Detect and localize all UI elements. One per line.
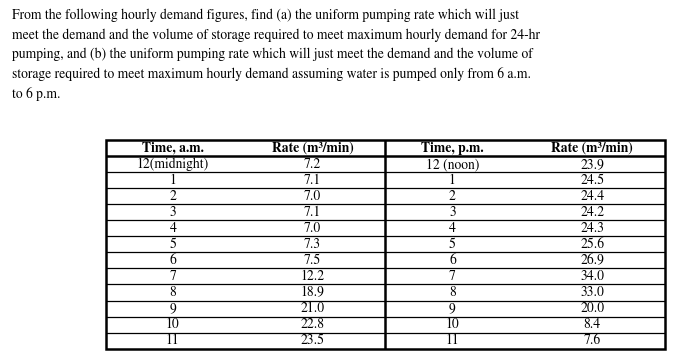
Text: 33.0: 33.0 bbox=[580, 286, 604, 299]
Text: Time, p.m.: Time, p.m. bbox=[421, 142, 484, 155]
Text: 11: 11 bbox=[166, 334, 179, 347]
Text: 11: 11 bbox=[445, 334, 459, 347]
Text: 7.1: 7.1 bbox=[304, 174, 321, 187]
Text: 4: 4 bbox=[449, 222, 456, 235]
Text: 23.9: 23.9 bbox=[580, 158, 604, 171]
Text: 7.2: 7.2 bbox=[304, 158, 321, 171]
Text: 24.2: 24.2 bbox=[580, 206, 604, 219]
Text: 34.0: 34.0 bbox=[580, 270, 604, 283]
Text: 22.8: 22.8 bbox=[301, 318, 325, 331]
Text: From the following hourly demand figures, find (a) the uniform pumping rate whic: From the following hourly demand figures… bbox=[12, 9, 519, 22]
Text: 26.9: 26.9 bbox=[580, 254, 604, 267]
Text: 25.6: 25.6 bbox=[580, 238, 604, 251]
Text: 8: 8 bbox=[169, 286, 176, 299]
Text: 9: 9 bbox=[449, 302, 456, 315]
Text: 21.0: 21.0 bbox=[301, 302, 325, 315]
Text: 6: 6 bbox=[169, 254, 176, 267]
Text: 12.2: 12.2 bbox=[301, 270, 325, 283]
Text: 18.9: 18.9 bbox=[301, 286, 325, 299]
Text: 3: 3 bbox=[169, 206, 176, 219]
Text: Rate (m³/min): Rate (m³/min) bbox=[271, 142, 353, 155]
Text: 20.0: 20.0 bbox=[580, 302, 604, 315]
Text: 10: 10 bbox=[445, 318, 459, 331]
Text: 8.4: 8.4 bbox=[584, 318, 601, 331]
Text: 10: 10 bbox=[166, 318, 179, 331]
Text: 3: 3 bbox=[449, 206, 456, 219]
Text: 9: 9 bbox=[169, 302, 176, 315]
Text: 7.6: 7.6 bbox=[584, 334, 601, 347]
Text: 6: 6 bbox=[449, 254, 456, 267]
Text: 23.5: 23.5 bbox=[301, 334, 325, 347]
Text: 1: 1 bbox=[169, 174, 176, 187]
Text: 7.0: 7.0 bbox=[304, 190, 321, 203]
Text: 7: 7 bbox=[449, 270, 456, 283]
Text: meet the demand and the volume of storage required to meet maximum hourly demand: meet the demand and the volume of storag… bbox=[12, 28, 540, 42]
Text: 7.1: 7.1 bbox=[304, 206, 321, 219]
Text: 7: 7 bbox=[169, 270, 176, 283]
Text: Rate (m³/min): Rate (m³/min) bbox=[551, 142, 633, 155]
Text: 24.4: 24.4 bbox=[580, 190, 604, 203]
Text: 4: 4 bbox=[169, 222, 176, 235]
Text: pumping, and (b) the uniform pumping rate which will just meet the demand and th: pumping, and (b) the uniform pumping rat… bbox=[12, 48, 533, 61]
Text: 2: 2 bbox=[449, 190, 456, 203]
Text: storage required to meet maximum hourly demand assuming water is pumped only fro: storage required to meet maximum hourly … bbox=[12, 67, 531, 81]
Text: 12 (noon): 12 (noon) bbox=[426, 158, 479, 171]
Text: 12(midnight): 12(midnight) bbox=[136, 158, 209, 171]
Text: 24.3: 24.3 bbox=[580, 222, 604, 235]
Text: 2: 2 bbox=[169, 190, 176, 203]
Text: 8: 8 bbox=[449, 286, 456, 299]
Text: 1: 1 bbox=[449, 174, 456, 187]
Text: 7.3: 7.3 bbox=[304, 238, 321, 251]
Text: Time, a.m.: Time, a.m. bbox=[142, 142, 204, 155]
Text: 7.5: 7.5 bbox=[304, 254, 321, 267]
Text: 5: 5 bbox=[169, 238, 176, 251]
Text: 24.5: 24.5 bbox=[580, 174, 604, 187]
Text: to 6 p.m.: to 6 p.m. bbox=[12, 87, 61, 101]
Text: 5: 5 bbox=[449, 238, 456, 251]
Text: 7.0: 7.0 bbox=[304, 222, 321, 235]
